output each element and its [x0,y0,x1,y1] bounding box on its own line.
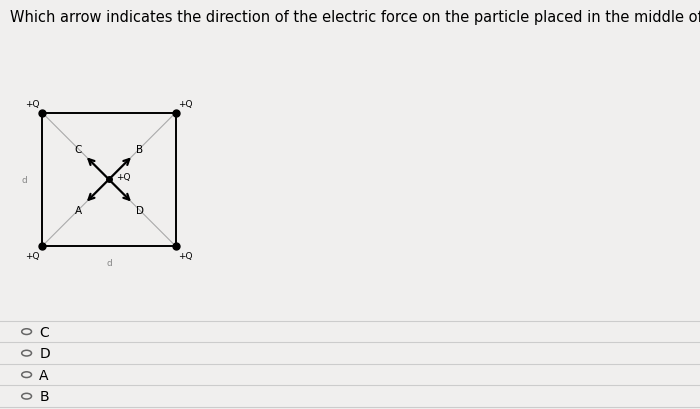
Text: B: B [39,389,49,403]
Text: A: A [74,206,82,216]
Text: +Q: +Q [178,252,193,261]
Text: C: C [39,325,49,339]
Text: C: C [74,144,82,154]
Text: +Q: +Q [25,252,40,261]
Text: d: d [22,175,27,184]
Text: D: D [39,346,50,360]
Text: d: d [106,258,112,267]
Text: +Q: +Q [25,99,40,108]
Text: A: A [39,368,49,382]
Text: D: D [136,206,144,216]
Text: +Q: +Q [116,173,130,182]
Text: B: B [136,144,144,154]
Text: Which arrow indicates the direction of the electric force on the particle placed: Which arrow indicates the direction of t… [10,10,700,25]
Text: +Q: +Q [178,99,193,108]
